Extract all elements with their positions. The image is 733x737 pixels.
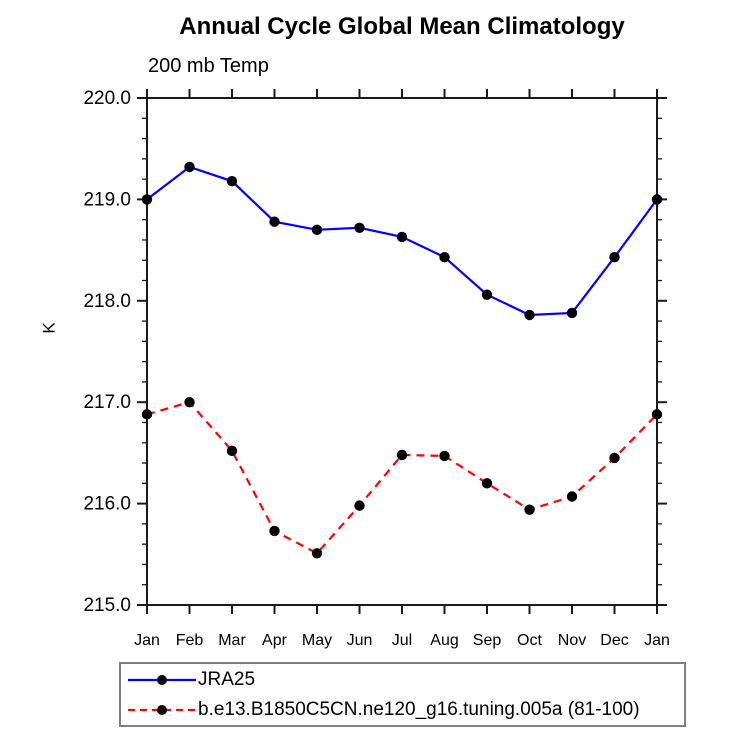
data-point-marker [439, 450, 450, 462]
x-tick-label: Jan [644, 632, 670, 649]
x-tick-label: Feb [176, 632, 204, 649]
plot-frame [146, 97, 658, 606]
y-tick-label: 215.0 [83, 595, 131, 616]
data-point-marker [269, 525, 280, 537]
data-point-marker [311, 224, 323, 236]
data-point-marker [524, 309, 535, 321]
data-point-marker [651, 194, 663, 205]
data-point-marker [566, 491, 578, 502]
data-point-marker [141, 409, 153, 420]
x-tick-label: Jul [392, 632, 412, 649]
y-tick-label: 218.0 [83, 291, 131, 312]
x-tick-label: Aug [430, 632, 458, 649]
y-tick-label: 216.0 [83, 494, 131, 515]
legend-item-jra25: JRA25 [126, 665, 684, 695]
x-tick-label: Nov [558, 632, 586, 649]
data-point-marker [184, 161, 195, 173]
data-point-marker [524, 504, 535, 515]
x-tick-label: May [302, 632, 332, 649]
legend-sample-marker [157, 704, 167, 715]
chart-subtitle: 200 mb Temp [148, 55, 269, 77]
x-tick-label: Apr [262, 632, 288, 649]
x-tick-label: Jun [347, 632, 373, 649]
data-point-marker [226, 445, 238, 457]
data-point-marker [184, 397, 195, 408]
legend-line-sample-solid [128, 674, 196, 685]
data-point-marker [226, 175, 238, 187]
legend-line-sample-dashed [128, 704, 196, 715]
x-tick-label: Sep [473, 632, 502, 649]
data-point-marker [609, 452, 620, 464]
data-point-marker [354, 500, 365, 511]
data-point-marker [396, 231, 408, 243]
data-point-marker [311, 548, 323, 559]
y-tick-label: 217.0 [83, 392, 131, 413]
legend-sample-marker [157, 674, 167, 685]
chart-title: Annual Cycle Global Mean Climatology [179, 13, 625, 40]
x-tick-label: Dec [600, 632, 628, 649]
data-point-marker [481, 478, 493, 489]
series-line-1 [146, 400, 658, 555]
data-point-marker [269, 216, 280, 227]
legend-item-model: b.e13.B1850C5CN.ne120_g16.tuning.005a (8… [126, 695, 684, 725]
data-point-marker [439, 251, 450, 263]
data-point-marker [609, 251, 620, 263]
x-tick-label: Oct [517, 632, 542, 649]
legend-label-jra25: JRA25 [198, 668, 256, 690]
data-point-marker [481, 289, 493, 300]
data-point-marker [651, 409, 663, 420]
y-tick-label: 220.0 [83, 88, 131, 109]
legend-box: JRA25 b.e13.B1850C5CN.ne120_g16.tuning.0… [119, 662, 686, 727]
data-point-marker [354, 222, 365, 233]
data-point-marker [566, 307, 578, 319]
x-tick-label: Mar [218, 632, 246, 649]
data-point-marker [396, 449, 408, 461]
x-tick-label: Jan [134, 632, 160, 649]
data-point-marker [141, 194, 153, 205]
legend-label-model: b.e13.B1850C5CN.ne120_g16.tuning.005a (8… [198, 698, 640, 720]
y-tick-label: 219.0 [83, 189, 131, 210]
